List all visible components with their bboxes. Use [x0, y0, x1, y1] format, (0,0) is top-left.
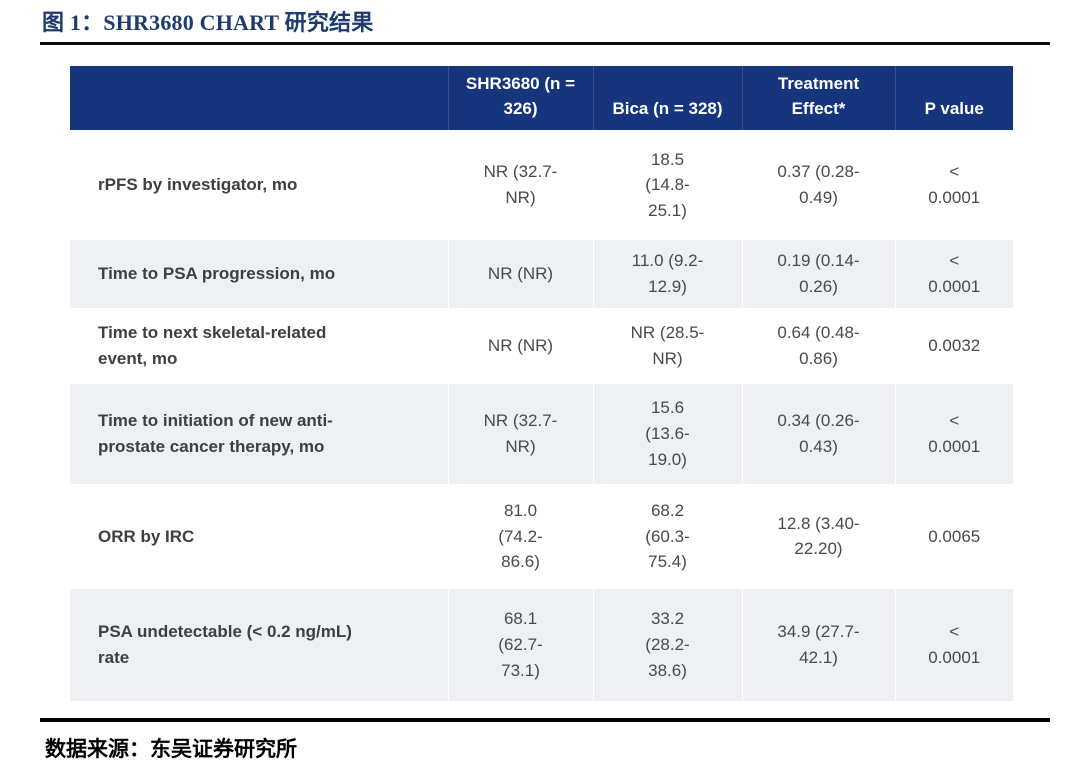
table-row: ORR by IRC 81.0 (74.2- 86.6) 68.2 (60.3- 7… [70, 483, 1013, 589]
row-label-cell: PSA undetectable (< 0.2 ng/mL) rate [98, 622, 352, 667]
value-cell: 18.5 (14.8- 25.1) [592, 130, 742, 241]
column-header-p-value: P value [894, 66, 1013, 131]
value-cell: NR (32.7- NR) [447, 383, 593, 484]
value-cell: 0.19 (0.14- 0.26) [741, 240, 895, 308]
value-cell: < 0.0001 [894, 383, 1013, 484]
value-cell: 0.64 (0.48- 0.86) [741, 307, 895, 384]
value-cell: 68.1 (62.7- 73.1) [447, 588, 593, 701]
value-cell: < 0.0001 [894, 130, 1013, 241]
value-cell: 34.9 (27.7- 42.1) [741, 588, 895, 701]
report-figure-page: 图 1：SHR3680 CHART 研究结果 SHR3680 (n = 326)… [0, 10, 1080, 765]
value-cell: < 0.0001 [894, 588, 1013, 701]
column-header-metric [70, 66, 448, 131]
data-source: 数据来源：东吴证券研究所 [45, 736, 297, 761]
column-header-treatment-effect: Treatment Effect* [741, 66, 895, 131]
value-cell: 0.37 (0.28- 0.49) [741, 130, 895, 241]
results-table: SHR3680 (n = 326) Bica (n = 328) Treatme… [70, 66, 1013, 701]
value-cell: 15.6 (13.6- 19.0) [592, 383, 742, 484]
value-cell: 33.2 (28.2- 38.6) [592, 588, 742, 701]
value-cell: 68.2 (60.3- 75.4) [592, 483, 742, 589]
value-cell: 0.0065 [894, 483, 1013, 589]
top-rule [40, 42, 1050, 45]
header-row: SHR3680 (n = 326) Bica (n = 328) Treatme… [70, 66, 1013, 131]
table-body: rPFS by investigator, mo NR (32.7- NR) 18.… [70, 130, 1013, 701]
row-label-cell: Time to next skeletal-related event, mo [98, 323, 327, 368]
column-header-bica: Bica (n = 328) [592, 66, 742, 131]
table-row: rPFS by investigator, mo NR (32.7- NR) 18.… [70, 130, 1013, 241]
table-row: Time to initiation of new anti- prostate… [70, 383, 1013, 484]
table-row: Time to PSA progression, mo NR (NR) 11.0 (… [70, 240, 1013, 308]
value-cell: 81.0 (74.2- 86.6) [447, 483, 593, 589]
figure-title: 图 1：SHR3680 CHART 研究结果 [42, 10, 374, 35]
bottom-rule [40, 717, 1050, 722]
column-header-shr3680: SHR3680 (n = 326) [447, 66, 593, 131]
row-label-cell: rPFS by investigator, mo [98, 175, 298, 195]
table-row: Time to next skeletal-related event, mo N… [70, 307, 1013, 384]
value-cell: NR (32.7- NR) [447, 130, 593, 241]
value-cell: 11.0 (9.2- 12.9) [592, 240, 742, 308]
row-label-cell: Time to PSA progression, mo [98, 264, 336, 284]
value-cell: 0.34 (0.26- 0.43) [741, 383, 895, 484]
row-label-cell: ORR by IRC [98, 526, 195, 546]
value-cell: NR (NR) [447, 307, 593, 384]
table-header: SHR3680 (n = 326) Bica (n = 328) Treatme… [70, 66, 1013, 131]
table-row: PSA undetectable (< 0.2 ng/mL) rate 68.1 … [70, 588, 1013, 701]
value-cell: 0.0032 [894, 307, 1013, 384]
value-cell: NR (28.5- NR) [592, 307, 742, 384]
value-cell: NR (NR) [447, 240, 593, 308]
value-cell: 12.8 (3.40- 22.20) [741, 483, 895, 589]
value-cell: < 0.0001 [894, 240, 1013, 308]
row-label-cell: Time to initiation of new anti- prostate… [98, 411, 333, 456]
